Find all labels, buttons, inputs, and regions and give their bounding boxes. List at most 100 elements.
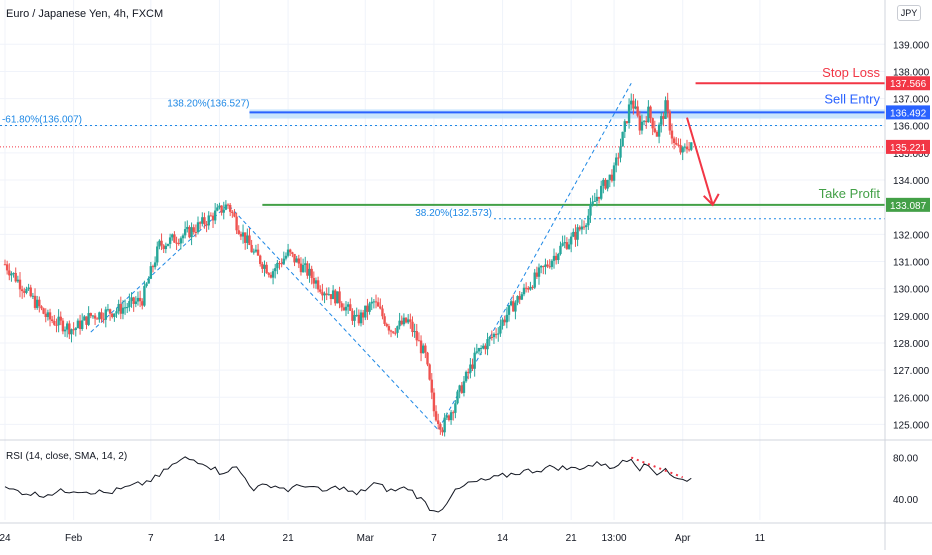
candle xyxy=(584,223,588,235)
candle xyxy=(162,244,165,253)
candle-body xyxy=(276,262,279,269)
candle-body xyxy=(65,323,69,330)
candle-body xyxy=(119,303,123,314)
candle-body xyxy=(151,266,155,268)
candle xyxy=(72,322,75,335)
candle xyxy=(241,224,245,244)
candle xyxy=(344,301,348,317)
candle xyxy=(642,120,646,126)
annotation-labels: 137.566 136.492 135.221 133.087 Stop Loss Sel… xyxy=(2,65,930,219)
currency-badge[interactable]: JPY xyxy=(897,5,921,21)
candle-body xyxy=(336,291,339,304)
candle-body xyxy=(509,301,513,306)
candle-body xyxy=(561,243,564,246)
candle-body xyxy=(263,264,266,269)
candle-body xyxy=(454,403,457,413)
candle-body xyxy=(91,315,95,317)
candle xyxy=(415,323,418,347)
candle xyxy=(447,414,451,422)
entry-zone-layer xyxy=(249,109,885,119)
candle-body xyxy=(520,294,524,300)
candle-body xyxy=(331,290,335,300)
candle xyxy=(679,138,682,155)
candle xyxy=(237,225,240,235)
candle-body xyxy=(280,263,283,265)
candle xyxy=(65,321,69,338)
candle-body xyxy=(98,312,101,320)
candle xyxy=(329,294,333,306)
candle-body xyxy=(501,319,504,326)
candle-body xyxy=(33,295,37,308)
candle xyxy=(83,315,86,321)
candle xyxy=(456,389,459,405)
candle-body xyxy=(548,266,551,268)
candle xyxy=(113,313,116,322)
candle xyxy=(664,96,667,120)
candle xyxy=(130,292,133,308)
candle xyxy=(81,313,84,331)
candle xyxy=(634,98,637,110)
candle xyxy=(542,265,545,275)
candle xyxy=(494,328,498,339)
candle xyxy=(533,268,536,290)
take-profit-price-badge-bg xyxy=(886,197,930,212)
candle xyxy=(134,296,138,308)
candle xyxy=(18,272,22,298)
candle-body xyxy=(612,165,616,181)
candle-body xyxy=(153,262,157,268)
candle xyxy=(102,312,105,324)
candle-body xyxy=(5,264,9,271)
candle-body xyxy=(617,157,620,159)
candle-body xyxy=(655,131,659,137)
candle-body xyxy=(660,116,663,125)
candle xyxy=(381,304,384,320)
candle-body xyxy=(291,252,294,254)
y-tick-label: 127.000 xyxy=(893,366,930,377)
candle-body xyxy=(368,303,371,312)
take-profit-price-badge: 133.087 xyxy=(890,201,927,212)
candle-body xyxy=(366,305,369,312)
last-price-badge: 135.221 xyxy=(890,143,927,154)
candle xyxy=(121,300,125,320)
candle xyxy=(126,302,129,314)
candle xyxy=(640,114,644,135)
candle-body xyxy=(642,120,646,122)
candle-body xyxy=(569,236,573,245)
symbol-title: Euro / Japanese Yen, 4h, FXCM xyxy=(6,8,164,20)
candle-body xyxy=(595,196,599,201)
candle-body xyxy=(460,385,464,393)
candle xyxy=(38,296,41,313)
candle xyxy=(55,318,58,333)
candle-body xyxy=(297,258,301,264)
candle xyxy=(342,303,346,311)
candle-body xyxy=(261,263,264,269)
candle-body xyxy=(527,288,530,290)
candle xyxy=(477,347,481,355)
candle-body xyxy=(218,205,221,208)
x-tick-label: 11 xyxy=(755,533,766,544)
candle xyxy=(394,327,397,336)
candle xyxy=(372,298,376,309)
candle-body xyxy=(512,301,515,312)
candle xyxy=(428,363,431,381)
candle-body xyxy=(93,315,97,319)
candle-body xyxy=(578,227,581,230)
candle xyxy=(426,351,429,367)
candle xyxy=(505,307,509,329)
candle xyxy=(649,105,652,123)
candle xyxy=(527,286,530,293)
candle xyxy=(243,232,247,250)
candle-body xyxy=(672,138,676,143)
candle xyxy=(346,301,350,314)
candle xyxy=(437,413,440,430)
candle-body xyxy=(282,258,285,264)
candle xyxy=(164,242,168,254)
candle xyxy=(323,291,326,304)
candle xyxy=(291,251,294,258)
candle xyxy=(106,304,110,312)
candle-body xyxy=(274,268,277,272)
candle-body xyxy=(61,320,65,332)
candle-body xyxy=(10,273,13,276)
